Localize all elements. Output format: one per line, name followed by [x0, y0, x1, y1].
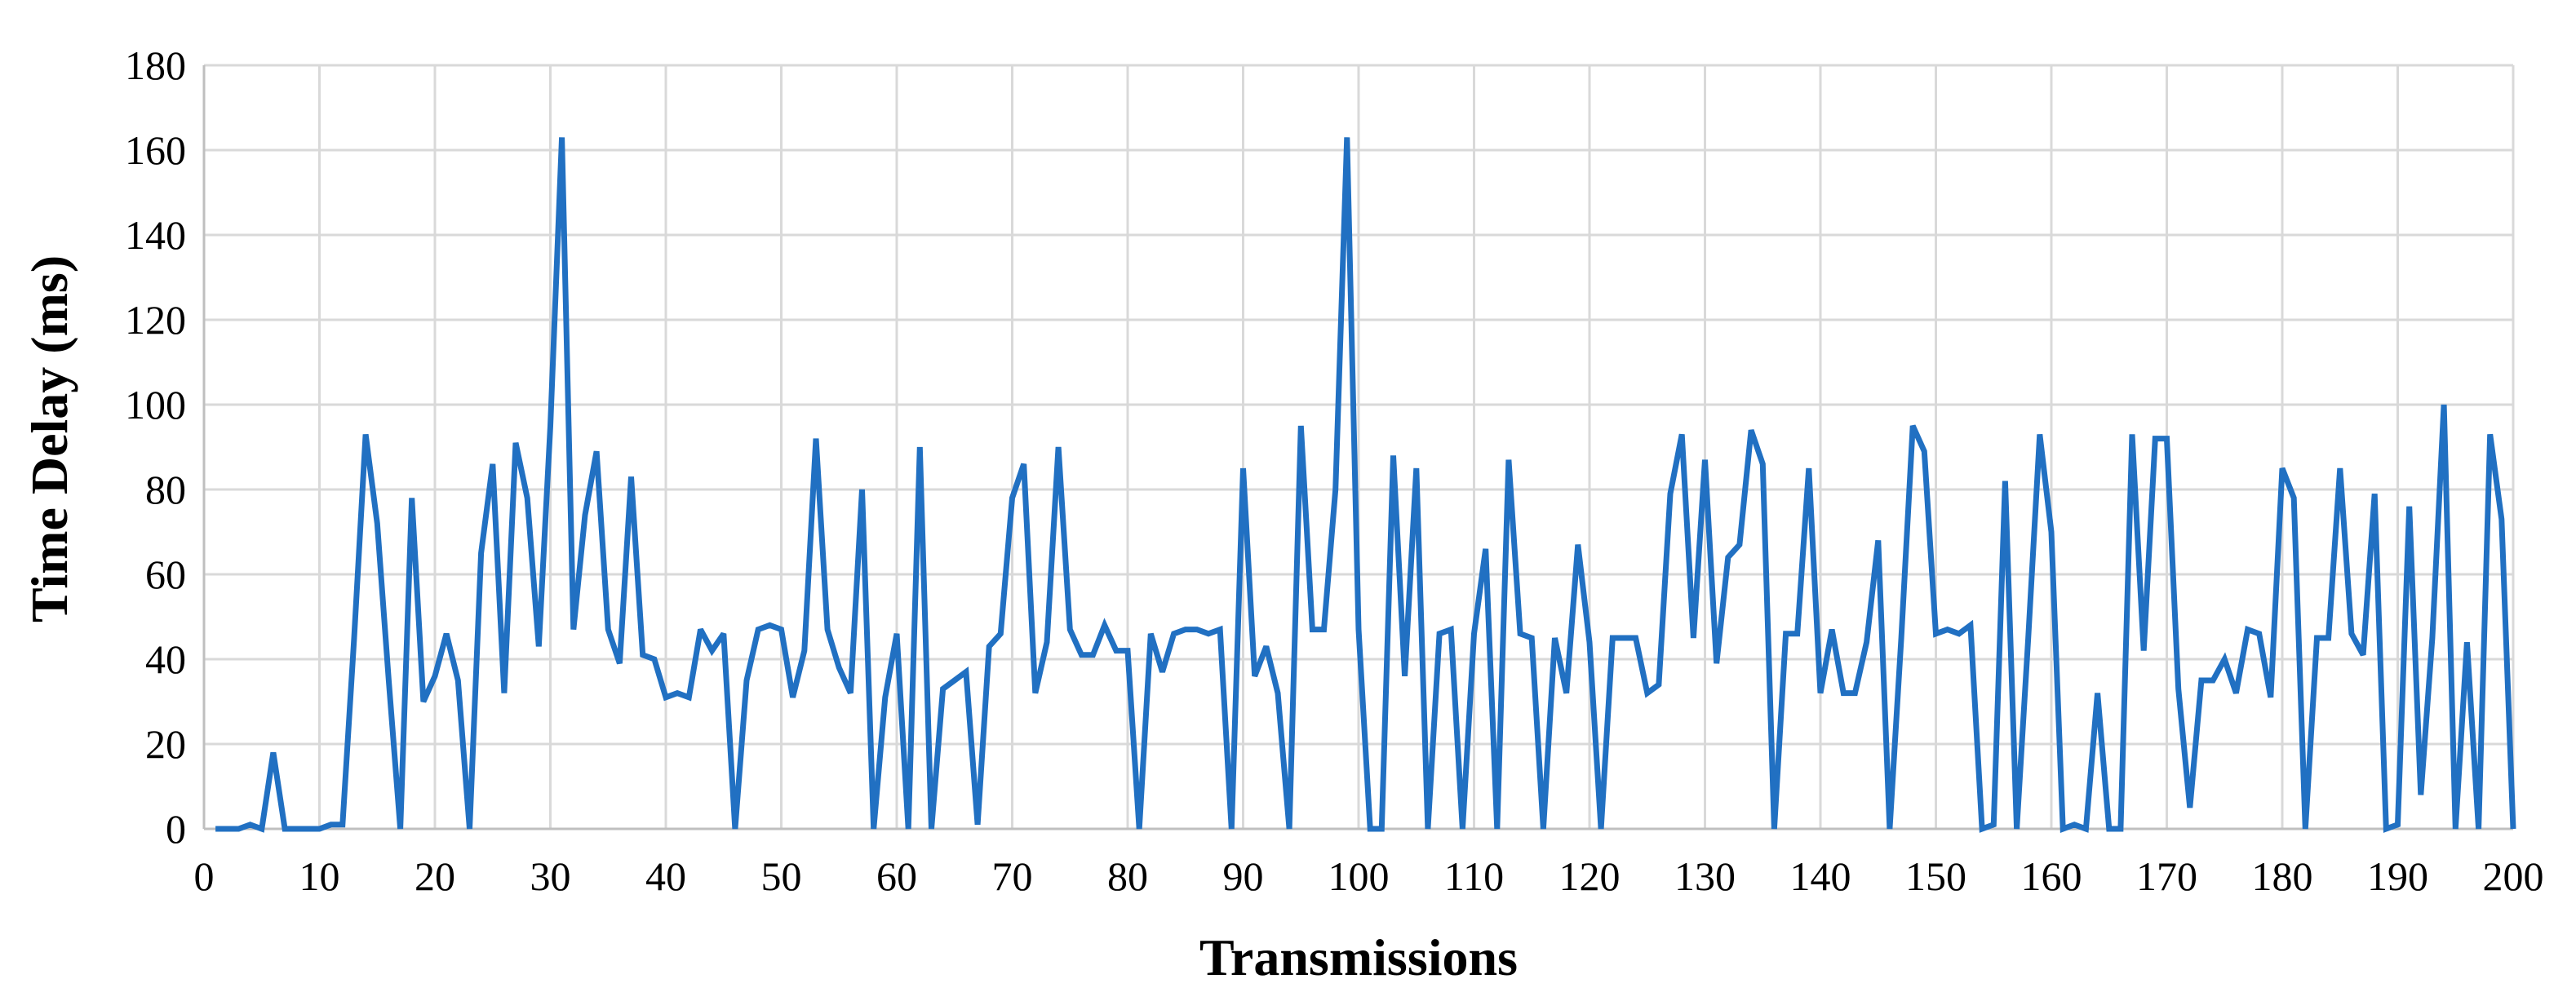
x-tick-label: 60: [876, 853, 917, 899]
x-tick-label: 20: [415, 853, 455, 899]
x-axis-tick-labels: 0 10 20 30 40 50 60 70 80 90 100 110 120 130 140 150 160…: [194, 853, 2544, 899]
y-tick-label: 20: [145, 721, 186, 767]
y-tick-label: 100: [125, 382, 186, 427]
y-tick-label: 0: [166, 806, 186, 852]
x-tick-label: 200: [2483, 853, 2544, 899]
x-tick-label: 70: [992, 853, 1033, 899]
y-tick-label: 40: [145, 636, 186, 682]
y-tick-label: 120: [125, 297, 186, 343]
x-tick-label: 30: [530, 853, 571, 899]
x-tick-label: 100: [1328, 853, 1390, 899]
x-tick-label: 130: [1674, 853, 1736, 899]
x-tick-label: 0: [194, 853, 215, 899]
y-tick-label: 80: [145, 467, 186, 512]
axes: [202, 65, 2513, 830]
x-tick-label: 40: [645, 853, 686, 899]
y-tick-label: 60: [145, 551, 186, 597]
series-layer: [215, 137, 2516, 833]
x-tick-label: 50: [761, 853, 802, 899]
series-line-1: [215, 137, 2516, 833]
x-tick-label: 110: [1444, 853, 1504, 899]
x-tick-label: 190: [2367, 853, 2428, 899]
x-tick-label: 80: [1107, 853, 1148, 899]
grid-lines: [204, 64, 2515, 829]
x-tick-label: 170: [2136, 853, 2197, 899]
x-tick-label: 140: [1790, 853, 1851, 899]
y-tick-label: 140: [125, 212, 186, 258]
y-tick-label: 180: [125, 42, 186, 88]
y-tick-label: 160: [125, 127, 186, 173]
x-tick-label: 120: [1559, 853, 1621, 899]
x-tick-label: 150: [1905, 853, 1966, 899]
y-axis-title: Time Delay (ms): [20, 255, 78, 622]
x-tick-label: 10: [299, 853, 340, 899]
x-tick-label: 90: [1223, 853, 1264, 899]
y-axis-tick-labels: 0 20 40 60 80 100 120 140 160 180: [125, 42, 186, 852]
x-tick-label: 160: [2021, 853, 2082, 899]
x-axis-title: Transmissions: [1199, 928, 1518, 986]
x-tick-label: 180: [2252, 853, 2313, 899]
